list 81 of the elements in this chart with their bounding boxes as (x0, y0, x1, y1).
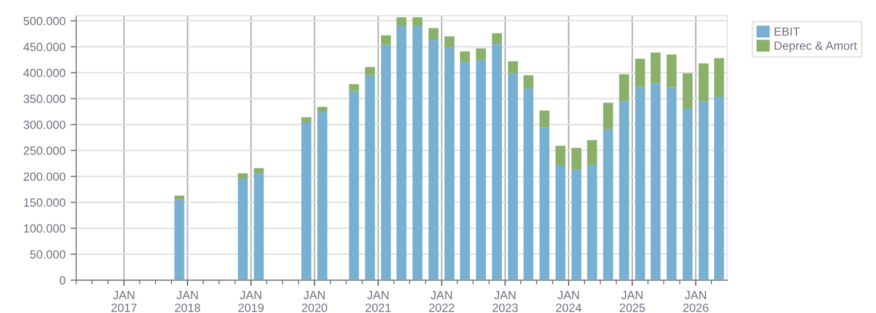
y-tick-label: 50.000 (30, 250, 66, 259)
y-tick-label: 150.000 (24, 198, 66, 207)
bar (317, 112, 328, 280)
x-tick-label: JAN 2020 (302, 290, 328, 312)
bar (587, 140, 598, 166)
x-tick-label: JAN 2018 (174, 290, 200, 312)
bar (571, 170, 582, 280)
y-tick-label: 300.000 (24, 120, 66, 129)
x-tick-label: JAN 2019 (238, 290, 264, 312)
bar (460, 62, 470, 280)
y-tick-label: 500.000 (24, 16, 66, 26)
bar (428, 28, 438, 39)
bar (635, 58, 646, 87)
bar (476, 48, 486, 60)
bar (508, 73, 518, 280)
bar (619, 74, 630, 102)
bar (650, 83, 661, 280)
bar (396, 26, 406, 280)
bar (539, 127, 550, 280)
bar (603, 102, 614, 129)
bar (365, 66, 375, 76)
legend-label: Deprec & Amort (774, 42, 857, 52)
bar (492, 33, 502, 44)
bar (666, 54, 677, 88)
bar (555, 146, 566, 166)
x-tick-label: JAN 2021 (366, 290, 391, 312)
bar (650, 52, 661, 84)
bar (381, 44, 391, 280)
y-tick-label: 450.000 (23, 42, 66, 52)
bar (412, 26, 422, 280)
bar (174, 200, 184, 280)
bar (508, 61, 518, 74)
bar (238, 178, 248, 280)
bar (254, 173, 264, 280)
bar (666, 87, 677, 280)
bar (381, 35, 391, 45)
x-tick-label: JAN 2026 (683, 290, 708, 312)
x-tick-label: JAN 2023 (492, 290, 518, 312)
y-tick-label: 350.000 (24, 94, 66, 104)
x-tick-label: JAN 2024 (556, 290, 582, 312)
bar (698, 101, 709, 280)
bar (714, 58, 724, 97)
bar (476, 60, 486, 280)
bar (619, 101, 630, 280)
bar (412, 17, 422, 26)
bar (698, 63, 709, 102)
y-tick-label: 200.000 (24, 172, 66, 181)
bar (444, 36, 454, 48)
bar (444, 47, 454, 280)
bar (301, 117, 312, 122)
bar (174, 196, 184, 200)
bar (539, 110, 550, 128)
bar (587, 165, 598, 280)
bar (238, 173, 248, 178)
bar (317, 106, 328, 112)
bar (365, 75, 375, 280)
bar (714, 96, 724, 280)
bar (301, 122, 312, 280)
bar (349, 84, 359, 91)
bar (635, 86, 646, 280)
bar (603, 128, 614, 280)
x-tick-label: JAN 2017 (112, 290, 137, 312)
y-tick-label: 250.000 (24, 146, 66, 155)
y-tick-label: 400.000 (23, 68, 66, 78)
bar (396, 17, 406, 26)
bar (428, 38, 438, 280)
bar (492, 44, 502, 280)
bar (254, 168, 264, 174)
legend-label: EBIT (774, 27, 800, 36)
bar (682, 108, 693, 280)
x-tick-label: JAN 2025 (620, 290, 645, 312)
x-tick-label: JAN 2022 (429, 290, 454, 312)
bar (523, 88, 534, 280)
bar (555, 166, 566, 280)
y-tick-label: 0 (60, 276, 66, 285)
bar (571, 148, 582, 170)
bar (460, 51, 470, 62)
y-tick-label: 100.000 (24, 224, 66, 233)
bar (349, 90, 359, 280)
bar (523, 75, 534, 88)
bar (682, 73, 693, 108)
